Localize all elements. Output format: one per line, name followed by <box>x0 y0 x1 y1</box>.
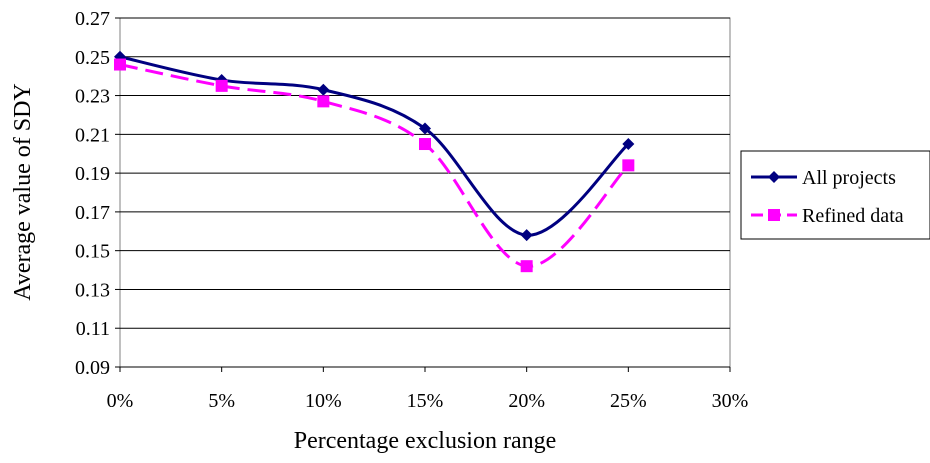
x-tick-label: 5% <box>208 390 235 412</box>
y-tick-label: 0.19 <box>75 163 110 185</box>
y-tick-label: 0.15 <box>75 241 110 263</box>
x-tick-labels: 0% 5% 10% 15% 20% 25% 30% <box>107 390 749 412</box>
y-axis-label: Average value of SDY <box>10 83 36 300</box>
y-tick-label: 0.21 <box>75 124 110 146</box>
series-layer <box>114 50 635 273</box>
series-line <box>119 63 630 268</box>
legend-marker <box>768 209 780 221</box>
x-tick-label: 0% <box>107 390 134 412</box>
x-tick-label: 20% <box>508 390 545 412</box>
legend-item: All projects <box>751 167 896 189</box>
y-tick-label: 0.27 <box>75 8 110 30</box>
legend-item: Refined data <box>751 205 904 227</box>
data-point <box>317 95 330 108</box>
y-tick-label: 0.17 <box>75 202 110 224</box>
x-axis-label: Percentage exclusion range <box>294 428 557 454</box>
y-tick-label: 0.23 <box>75 86 110 108</box>
data-point <box>419 138 431 151</box>
data-point <box>215 79 228 92</box>
x-tick-label: 15% <box>407 390 444 412</box>
data-point <box>622 138 635 151</box>
y-tick-label: 0.09 <box>75 357 110 379</box>
y-tick-label: 0.11 <box>76 318 110 340</box>
data-point <box>622 159 635 172</box>
plot-area <box>119 17 731 368</box>
legend: All projects Refined data <box>740 150 930 240</box>
legend-label: Refined data <box>802 205 904 227</box>
gridlines <box>115 17 731 372</box>
data-point <box>419 122 431 135</box>
x-tick-label: 25% <box>610 390 647 412</box>
legend-items: All projects Refined data <box>751 167 904 227</box>
series-1 <box>114 58 635 273</box>
legend-box <box>740 150 930 240</box>
legend-marker <box>768 171 780 183</box>
y-tick-label: 0.13 <box>75 279 110 301</box>
legend-label: All projects <box>802 167 896 189</box>
y-tick-label: 0.25 <box>75 47 110 69</box>
y-tick-labels: 0.27 0.25 0.23 0.21 0.19 0.17 0.15 0.13 0.11 0.09 <box>75 8 110 379</box>
data-point <box>114 58 126 71</box>
x-tick-label: 10% <box>305 390 342 412</box>
data-point <box>520 229 533 242</box>
x-tick-label: 30% <box>712 390 749 412</box>
data-point <box>520 260 533 273</box>
data-point <box>317 83 330 96</box>
